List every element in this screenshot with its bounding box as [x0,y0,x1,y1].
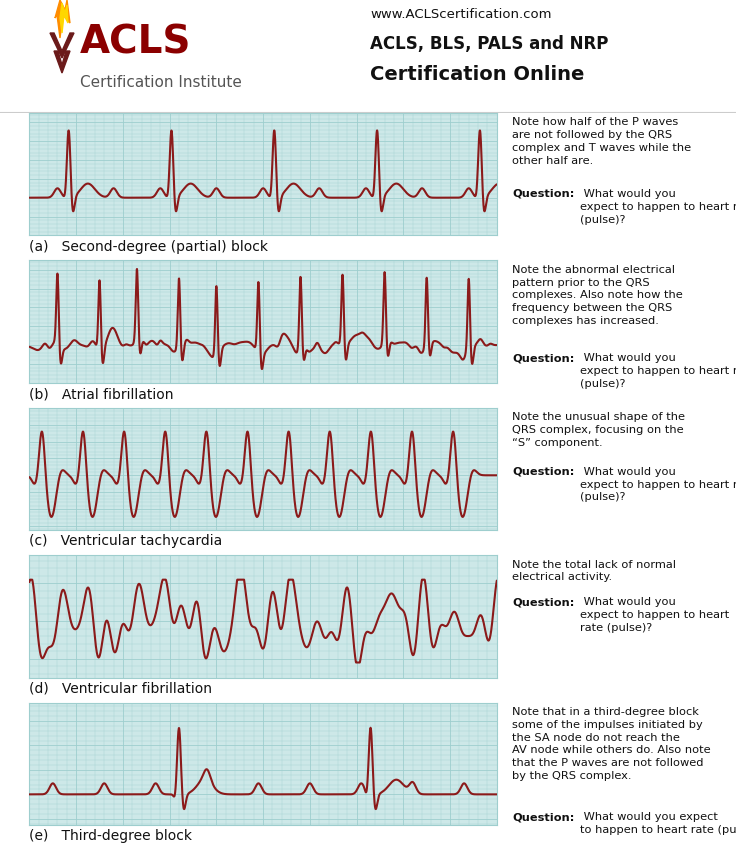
Text: Note the unusual shape of the
QRS complex, focusing on the
“S” component.: Note the unusual shape of the QRS comple… [512,412,685,448]
Text: Note the total lack of normal
electrical activity.: Note the total lack of normal electrical… [512,559,676,582]
Text: Question:: Question: [512,354,574,363]
Text: Note how half of the P waves
are not followed by the QRS
complex and T waves whi: Note how half of the P waves are not fol… [512,117,691,166]
Text: What would you
expect to happen to heart rate
(pulse)?: What would you expect to happen to heart… [580,354,736,388]
Text: (d)   Ventricular fibrillation: (d) Ventricular fibrillation [29,682,213,696]
Text: Certification Institute: Certification Institute [80,75,242,90]
Text: Question:: Question: [512,467,574,477]
Text: Note that in a third-degree block
some of the impulses initiated by
the SA node : Note that in a third-degree block some o… [512,707,710,781]
Polygon shape [50,33,74,58]
Text: What would you expect
to happen to heart rate (pulse)?: What would you expect to happen to heart… [580,813,736,836]
Text: (e)   Third-degree block: (e) Third-degree block [29,830,192,843]
Text: Question:: Question: [512,189,574,199]
Text: www.ACLScertification.com: www.ACLScertification.com [370,8,551,21]
Text: (a)   Second-degree (partial) block: (a) Second-degree (partial) block [29,240,269,253]
Text: (c)   Ventricular tachycardia: (c) Ventricular tachycardia [29,535,223,548]
Text: What would you
expect to happen to heart
rate (pulse)?: What would you expect to happen to heart… [580,598,729,632]
Polygon shape [54,51,70,73]
Text: Note the abnormal electrical
pattern prior to the QRS
complexes. Also note how t: Note the abnormal electrical pattern pri… [512,265,682,326]
Text: Certification Online: Certification Online [370,65,584,84]
Text: (b)   Atrial fibrillation: (b) Atrial fibrillation [29,387,174,401]
Text: What would you
expect to happen to heart rate
(pulse)?: What would you expect to happen to heart… [580,467,736,502]
Text: Question:: Question: [512,598,574,607]
Text: ACLS: ACLS [80,23,191,61]
Polygon shape [55,0,70,38]
Polygon shape [60,3,68,33]
Text: ACLS, BLS, PALS and NRP: ACLS, BLS, PALS and NRP [370,35,609,53]
Text: Question:: Question: [512,813,574,823]
Text: What would you
expect to happen to heart rate
(pulse)?: What would you expect to happen to heart… [580,189,736,224]
